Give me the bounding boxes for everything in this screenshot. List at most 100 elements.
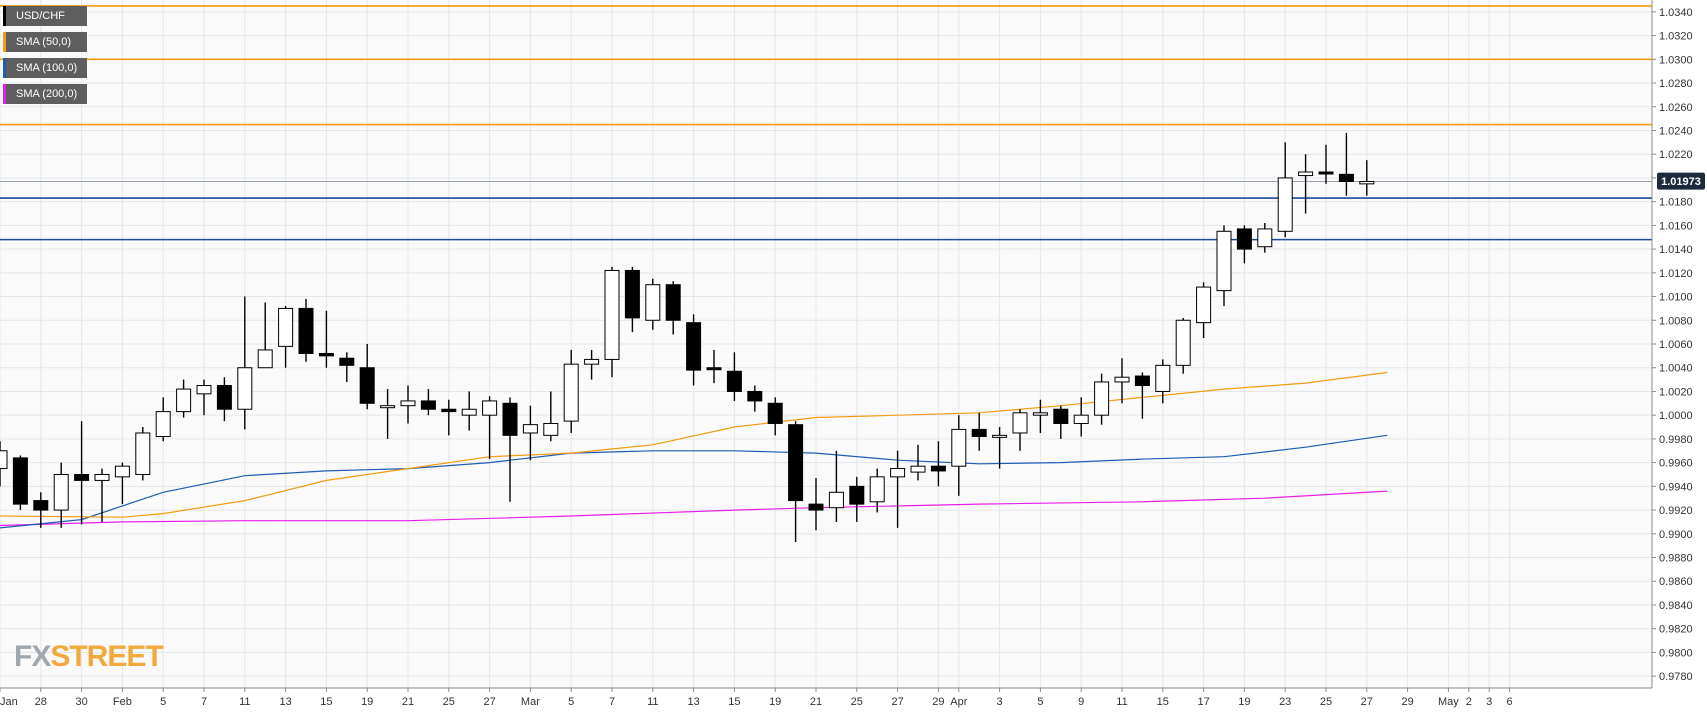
y-tick-label: 1.0260 — [1659, 102, 1693, 114]
candle-body — [359, 367, 375, 404]
x-tick-label: 19 — [1238, 696, 1250, 708]
candle — [767, 397, 783, 436]
x-tick-label: 25 — [851, 696, 863, 708]
candle — [1236, 225, 1252, 264]
candle — [849, 476, 865, 522]
x-tick-label: 2 — [1466, 696, 1472, 708]
candle — [665, 281, 681, 335]
candles — [0, 132, 1375, 543]
y-tick-label: 1.0220 — [1659, 149, 1693, 161]
candle-body — [74, 473, 90, 481]
candle — [971, 412, 987, 451]
candle — [788, 421, 804, 543]
last-price-label: 1.01973 — [1661, 176, 1701, 188]
candle-body — [155, 411, 171, 438]
x-tick-label: Feb — [113, 696, 132, 708]
candle — [298, 298, 314, 362]
candle-body — [604, 269, 620, 360]
candle-body — [1032, 412, 1048, 416]
candle-body — [176, 388, 192, 413]
candle — [522, 405, 538, 461]
candle — [1012, 409, 1028, 451]
sma-100-line — [0, 434, 1388, 529]
candle-body — [706, 367, 722, 371]
candle-body — [1236, 228, 1252, 250]
candle — [1073, 397, 1089, 437]
candle-body — [380, 405, 396, 409]
x-tick-label: 7 — [609, 696, 615, 708]
candle — [890, 450, 906, 528]
legend-item-usdchf[interactable]: USD/CHF — [3, 6, 88, 26]
candle-body — [1318, 171, 1334, 175]
candle-body — [665, 284, 681, 321]
x-tick-label: 28 — [35, 696, 47, 708]
x-tick-label: 11 — [1116, 696, 1127, 708]
candle — [706, 349, 722, 384]
horizontal-levels — [0, 5, 1652, 241]
candle-body — [686, 322, 702, 371]
candle-body — [767, 402, 783, 424]
candle-body — [420, 400, 436, 410]
sma-200-line — [0, 490, 1388, 527]
fxstreet-logo: FXSTREET — [14, 640, 164, 674]
y-tick-label: 0.9820 — [1659, 624, 1693, 636]
candle — [1196, 282, 1212, 339]
y-tick-label: 0.9940 — [1659, 481, 1693, 493]
candle — [176, 379, 192, 418]
candle-body — [298, 307, 314, 354]
candle-body — [502, 402, 518, 436]
candle-body — [930, 465, 946, 472]
legend-item-sma-100[interactable]: SMA (100,0) — [3, 58, 88, 78]
candle-body — [400, 400, 416, 407]
x-tick-label: 29 — [1401, 696, 1413, 708]
candle — [359, 344, 375, 410]
candle-body — [828, 491, 844, 509]
y-tick-label: 1.0300 — [1659, 54, 1693, 66]
x-tick-label: 29 — [932, 696, 944, 708]
candle-body — [584, 358, 600, 365]
candle-body — [951, 428, 967, 467]
candle-body — [94, 473, 110, 481]
candle-body — [624, 269, 640, 319]
candle-body — [890, 468, 906, 478]
candle — [1318, 144, 1334, 184]
candle-body — [563, 363, 579, 422]
candle-body — [992, 434, 1008, 438]
candle — [135, 427, 151, 481]
legend: USD/CHF SMA (50,0) SMA (100,0) SMA (200,… — [3, 6, 88, 110]
candle — [0, 441, 8, 487]
candle — [74, 421, 90, 525]
x-tick-label: 6 — [1507, 696, 1513, 708]
candle — [461, 391, 477, 431]
legend-item-sma-200[interactable]: SMA (200,0) — [3, 84, 88, 104]
y-tick-label: 1.0080 — [1659, 315, 1693, 327]
candle-body — [645, 284, 661, 321]
y-tick-label: 1.0240 — [1659, 125, 1693, 137]
candle-body — [788, 424, 804, 502]
y-tick-label: 0.9900 — [1659, 529, 1693, 541]
candle-body — [441, 408, 457, 413]
candle-body — [1134, 375, 1150, 387]
candle-body — [849, 485, 865, 505]
candle — [278, 306, 294, 368]
candle — [563, 349, 579, 433]
x-tick-label: 21 — [402, 696, 414, 708]
y-tick-label: 0.9780 — [1659, 671, 1693, 683]
candle — [992, 427, 1008, 469]
x-axis: Jan 28 30 Feb 5 7 11 13 15 19 21 25 27 Mar 5 7 11 13 15 19 2… — [0, 688, 1513, 708]
candle-body — [522, 424, 538, 434]
x-tick-label: 15 — [728, 696, 740, 708]
candle-body — [808, 503, 824, 511]
legend-item-sma-50[interactable]: SMA (50,0) — [3, 32, 88, 52]
y-tick-label: 1.0280 — [1659, 78, 1693, 90]
x-tick-label: Apr — [950, 696, 967, 708]
candle-body — [33, 500, 49, 511]
x-tick-label: 3 — [1486, 696, 1492, 708]
candle — [1032, 399, 1048, 433]
x-tick-label: 15 — [1157, 696, 1169, 708]
y-tick-label: 1.0320 — [1659, 31, 1693, 43]
candle — [1094, 373, 1110, 425]
candle-body — [318, 352, 334, 357]
x-tick-label: May — [1438, 696, 1459, 708]
